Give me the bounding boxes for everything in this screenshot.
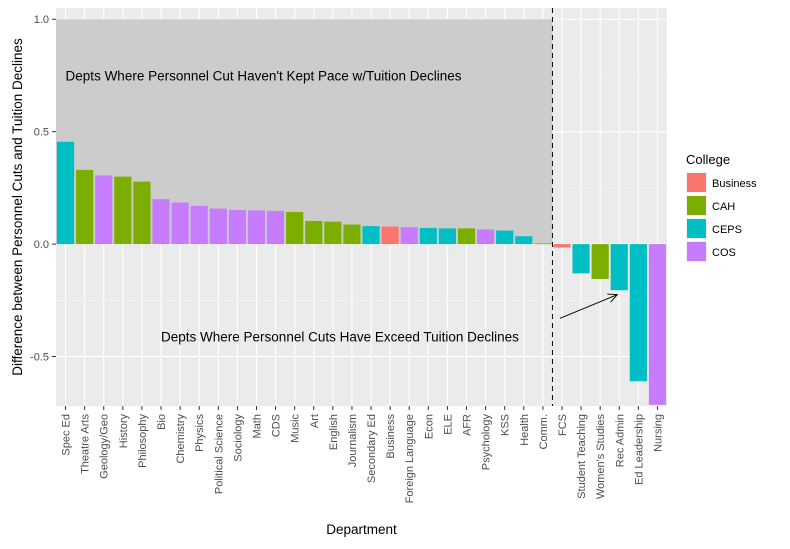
bar — [400, 227, 418, 245]
x-tick-label: Econ — [423, 414, 435, 439]
annotations: Depts Where Personnel Cut Haven't Kept P… — [66, 68, 619, 344]
annotation-arrow — [559, 294, 618, 319]
bar — [477, 229, 495, 245]
legend-swatch — [687, 242, 706, 261]
y-tick-label: 1.0 — [34, 14, 49, 26]
x-tick-label: Journalism — [347, 414, 359, 467]
x-tick-label: Foreign Language — [404, 414, 416, 503]
x-tick-label: KSS — [500, 414, 512, 436]
x-tick-label: Spec Ed — [61, 414, 73, 456]
bar — [648, 244, 667, 405]
x-tick-label: Physics — [194, 414, 206, 452]
x-axis-label: Department — [326, 522, 397, 537]
x-tick-label: Nursing — [652, 414, 664, 452]
legend-swatch — [687, 173, 706, 192]
bar — [610, 244, 628, 291]
bar — [228, 209, 246, 245]
x-axis: Spec Ed Theatre Arts Geology/Geo History Phi… — [61, 406, 664, 503]
x-tick-label: Music — [290, 414, 302, 443]
x-tick-label: ELE — [442, 414, 454, 435]
x-tick-label: Comm. — [538, 414, 550, 449]
y-tick-label: 0.5 — [34, 127, 49, 139]
legend-entry-label: COS — [712, 247, 736, 259]
bar — [209, 208, 227, 245]
x-tick-label: Math — [251, 414, 263, 438]
x-tick-label: Psychology — [481, 414, 493, 471]
x-tick-label: History — [118, 414, 130, 449]
x-tick-label: Secondary Ed — [366, 414, 378, 483]
bar — [152, 199, 170, 245]
y-tick-label: -0.5 — [30, 352, 49, 364]
bar — [190, 205, 208, 245]
bar — [457, 228, 476, 245]
x-tick-label: CDS — [271, 414, 283, 437]
legend-entry-label: Business — [712, 178, 757, 190]
bar — [515, 236, 533, 245]
legend-entry-label: CEPS — [712, 224, 742, 236]
x-tick-label: Theatre Arts — [80, 414, 92, 474]
legend-title: College — [686, 152, 730, 167]
bar — [286, 211, 304, 245]
x-tick-label: Women's Studies — [595, 414, 607, 500]
bar — [419, 227, 437, 245]
bar — [171, 202, 189, 245]
x-tick-label: Health — [519, 414, 531, 446]
bar — [266, 210, 285, 245]
x-tick-label: Art — [309, 414, 321, 428]
bar — [534, 243, 552, 245]
x-tick-label: Philosophy — [137, 414, 149, 468]
x-tick-label: Geology/Geo — [99, 414, 111, 479]
annotation-text: Depts Where Personnel Cuts Have Exceed T… — [161, 329, 519, 344]
x-tick-label: English — [328, 414, 340, 450]
bar — [247, 210, 266, 245]
bar — [438, 228, 457, 245]
bar — [305, 220, 323, 245]
x-tick-label: Business — [385, 414, 397, 459]
x-tick-label: Political Science — [213, 414, 225, 494]
y-axis-label: Difference between Personnel Cuts and Tu… — [10, 38, 25, 376]
bar — [629, 244, 647, 382]
bars — [56, 141, 667, 405]
x-tick-label: Chemistry — [175, 414, 187, 464]
bar — [324, 221, 342, 245]
bar — [591, 244, 609, 279]
bar — [56, 141, 75, 245]
y-axis: -0.5 0.0 0.5 1.0 — [30, 14, 56, 364]
bar — [95, 175, 113, 245]
y-tick-label: 0.0 — [34, 239, 49, 251]
x-tick-label: FCS — [557, 414, 569, 436]
x-tick-label: Bio — [156, 414, 168, 430]
x-tick-label: Sociology — [232, 414, 244, 462]
annotation-arrowhead — [607, 293, 619, 303]
bar — [114, 176, 132, 245]
legend-entry-label: CAH — [712, 201, 735, 213]
legend-swatch — [687, 219, 706, 238]
bar — [572, 244, 590, 274]
bar — [133, 181, 151, 245]
annotation-text: Depts Where Personnel Cut Haven't Kept P… — [66, 68, 462, 83]
x-tick-label: AFR — [462, 414, 474, 436]
bar — [496, 230, 514, 245]
bar — [553, 244, 571, 248]
x-tick-label: Student Teaching — [576, 414, 588, 499]
x-tick-label: Rec Admin — [614, 414, 626, 467]
bar — [381, 226, 399, 245]
bar — [343, 224, 361, 245]
bar — [362, 226, 380, 245]
bar — [76, 169, 94, 245]
legend: College Business CAH CEPS COS — [686, 152, 757, 262]
legend-swatch — [687, 196, 706, 215]
x-tick-label: Ed Leadership — [633, 414, 645, 485]
